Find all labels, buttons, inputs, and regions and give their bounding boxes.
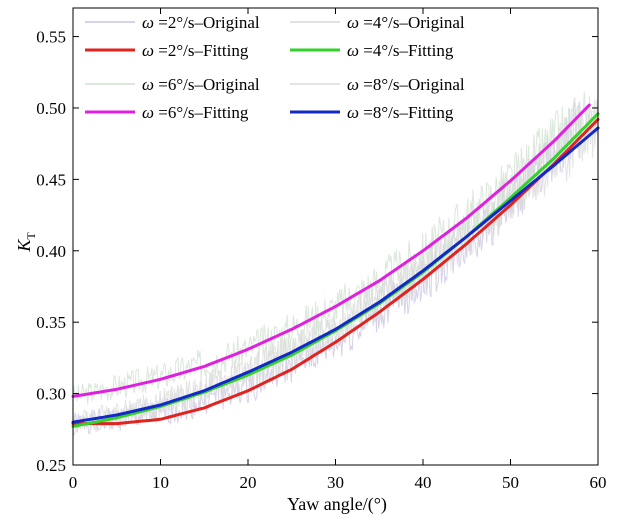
y-tick-label: 0.55 <box>36 28 66 47</box>
x-tick-label: 30 <box>327 473 344 492</box>
x-tick-label: 60 <box>590 473 607 492</box>
legend-label-3: ω =8°/s–Original <box>347 75 465 94</box>
legend-label-text: =4°/s–Fitting <box>359 41 454 60</box>
legend-omega-symbol: ω <box>142 41 154 60</box>
legend-label-7: ω =8°/s–Fitting <box>347 103 454 122</box>
legend-label-text: =8°/s–Fitting <box>359 103 454 122</box>
original-series-0 <box>73 102 580 434</box>
legend-omega-symbol: ω <box>142 75 154 94</box>
x-tick-label: 0 <box>69 473 78 492</box>
x-tick-label: 20 <box>240 473 257 492</box>
legend-omega-symbol: ω <box>347 13 359 32</box>
legend-label-0: ω =2°/s–Original <box>142 13 260 32</box>
legend-omega-symbol: ω <box>142 13 154 32</box>
legend-label-5: ω =4°/s–Fitting <box>347 41 454 60</box>
legend-label-text: =2°/s–Original <box>154 13 260 32</box>
y-tick-label: 0.35 <box>36 313 66 332</box>
y-tick-label: 0.30 <box>36 385 66 404</box>
legend-omega-symbol: ω <box>347 41 359 60</box>
original-data-layer <box>73 92 598 435</box>
fitting-curves-layer <box>73 105 598 426</box>
legend-label-text: =2°/s–Fitting <box>154 41 249 60</box>
y-tick-label: 0.40 <box>36 242 66 261</box>
x-tick-label: 50 <box>502 473 519 492</box>
legend-label-text: =6°/s–Fitting <box>154 103 249 122</box>
legend-label-text: =4°/s–Original <box>359 13 465 32</box>
kt-vs-yaw-angle-chart: 0 10 20 30 40 50 60 0.25 0.30 0.35 0.40 0.45 0.50 0.5… <box>0 0 628 522</box>
legend-omega-symbol: ω <box>142 103 154 122</box>
legend-label-4: ω =2°/s–Fitting <box>142 41 249 60</box>
axes: 0 10 20 30 40 50 60 0.25 0.30 0.35 0.40 0.45 0.50 0.5… <box>36 8 606 492</box>
y-tick-label: 0.50 <box>36 99 66 118</box>
fitting-curve-6 <box>73 105 589 396</box>
legend: ω =2°/s–Originalω =4°/s–Originalω =2°/s–… <box>85 13 465 122</box>
original-series-2 <box>73 92 589 405</box>
original-series-1 <box>73 96 598 435</box>
legend-label-1: ω =4°/s–Original <box>347 13 465 32</box>
x-tick-label: 10 <box>152 473 169 492</box>
legend-label-6: ω =6°/s–Fitting <box>142 103 249 122</box>
y-axis-label: KT <box>14 232 38 253</box>
y-tick-label: 0.25 <box>36 456 66 475</box>
legend-label-2: ω =6°/s–Original <box>142 75 260 94</box>
x-axis-label: Yaw angle/(°) <box>287 494 387 515</box>
fitting-curve-5 <box>73 114 598 427</box>
legend-label-text: =6°/s–Original <box>154 75 260 94</box>
legend-omega-symbol: ω <box>347 75 359 94</box>
y-tick-label: 0.45 <box>36 170 66 189</box>
legend-label-text: =8°/s–Original <box>359 75 465 94</box>
legend-omega-symbol: ω <box>347 103 359 122</box>
x-tick-label: 40 <box>415 473 432 492</box>
